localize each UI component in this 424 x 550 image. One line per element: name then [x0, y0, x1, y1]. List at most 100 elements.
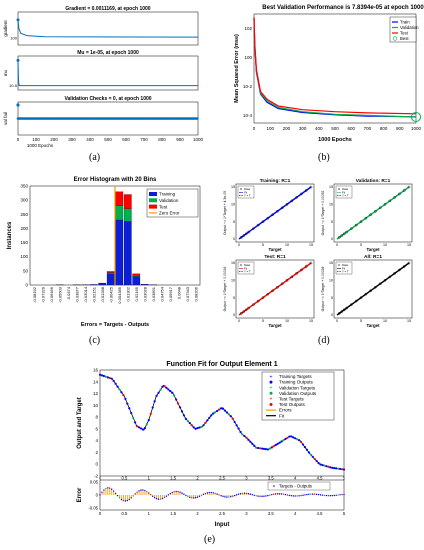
- subplot-ylabel: Output ~= 1*Target + 0.00052: [321, 191, 325, 236]
- error-point: [228, 496, 230, 498]
- y-tick-label: 250: [20, 212, 28, 217]
- legend-box: [335, 185, 353, 199]
- data-point: [139, 427, 143, 430]
- data-point: [192, 426, 195, 429]
- data-point: [241, 433, 244, 436]
- data-point: [122, 393, 125, 397]
- error-point: [177, 490, 179, 493]
- data-point: [364, 292, 368, 296]
- x-tick-label: 0: [253, 126, 256, 131]
- legend-box: [237, 261, 255, 275]
- data-point: [194, 427, 197, 430]
- data-point: [266, 292, 270, 296]
- error-point: [267, 494, 269, 497]
- training-state-chart: Gradient = 0.0011169, at epoch 1000 gradi…: [3, 6, 204, 148]
- data-point: [242, 234, 246, 237]
- legend-swatch: [338, 188, 340, 190]
- data-point: [276, 209, 279, 213]
- legend-swatch: [269, 403, 273, 406]
- subplot-ylabel: val fail: [3, 112, 8, 125]
- y-axis-label: Instances: [7, 221, 13, 249]
- data-point: [407, 185, 411, 189]
- y-tick-label: 10: [231, 203, 235, 207]
- data-point: [274, 443, 277, 447]
- error-point: [210, 491, 212, 494]
- x-tick-label: 1: [148, 511, 151, 516]
- histogram-bar: [106, 273, 115, 286]
- data-point: [176, 402, 180, 405]
- legend-swatch: [149, 198, 157, 203]
- subplot-xlabel: Target: [268, 247, 282, 252]
- error-point: [265, 495, 267, 497]
- histogram-bar: [115, 219, 124, 286]
- data-point: [286, 436, 289, 439]
- error-point: [112, 490, 115, 492]
- error-point: [191, 497, 193, 499]
- subplot-xlabel: Target: [268, 323, 282, 328]
- x-tick-label: 4: [294, 511, 297, 516]
- fit-line: [238, 262, 312, 316]
- error-point: [101, 491, 103, 494]
- data-point: [284, 437, 287, 441]
- error-point: [288, 494, 291, 497]
- error-point: [128, 498, 130, 501]
- data-point: [280, 440, 283, 443]
- error-point: [251, 493, 253, 496]
- histogram-bar: [115, 191, 124, 206]
- data-point: [159, 388, 162, 391]
- x-tick-label: 0: [238, 319, 240, 323]
- data-point: [167, 388, 170, 391]
- error-point: [107, 487, 109, 489]
- data-point: [285, 203, 289, 206]
- error-point: [157, 498, 160, 500]
- data-point: [299, 440, 303, 444]
- data-point: [161, 385, 164, 388]
- panel-a: Gradient = 0.0011169, at epoch 1000 gradi…: [0, 0, 205, 150]
- data-point: [182, 414, 186, 417]
- error-point: [259, 495, 261, 498]
- histogram-bar: [132, 276, 141, 286]
- error-point: [241, 492, 244, 495]
- error-point: [243, 492, 246, 494]
- y-tick-label: 15: [329, 185, 333, 189]
- data-point: [149, 412, 152, 415]
- data-point: [114, 382, 117, 385]
- data-point: [309, 261, 313, 265]
- legend-label: Training Outputs: [279, 380, 313, 385]
- error-point: [325, 494, 328, 497]
- error-y-tick-label: 0.05: [90, 480, 99, 485]
- y-tick-label: 0: [331, 237, 333, 241]
- panel-c: Error Histogram with 20 Bins Instances Err…: [0, 172, 205, 332]
- data-point: [242, 310, 246, 313]
- error-point: [153, 497, 156, 499]
- x-tick-label: 100: [266, 126, 274, 131]
- data-point: [311, 455, 314, 458]
- data-point: [266, 448, 269, 451]
- x-tick-label: 0.08206: [193, 286, 198, 301]
- caption-b: (b): [318, 152, 330, 163]
- error-point: [273, 493, 275, 495]
- y-tick-label: 0: [233, 237, 235, 241]
- error-point: [179, 491, 181, 493]
- data-point: [295, 272, 298, 275]
- caption-e: (e): [204, 534, 216, 545]
- x-tick-label: 2: [196, 511, 199, 516]
- data-point: [402, 265, 406, 268]
- subplot-title: Training: R=1: [260, 178, 291, 184]
- data-point: [276, 442, 279, 446]
- error-point: [284, 493, 287, 496]
- error-point: [146, 490, 148, 493]
- error-point: [300, 494, 302, 497]
- data-point: [116, 385, 119, 388]
- legend-label: Fit: [342, 266, 345, 270]
- y-tick-label: 6: [95, 426, 98, 431]
- legend-label: Training: [159, 192, 176, 197]
- histogram-bar: [89, 284, 98, 286]
- data-point: [247, 230, 250, 234]
- x-tick-label: 1.5: [170, 476, 176, 481]
- data-point: [359, 220, 363, 223]
- legend-label: Y = T: [244, 194, 251, 198]
- data-point: [345, 306, 348, 310]
- error-point: [216, 493, 218, 495]
- legend-label: Training Targets: [279, 374, 312, 379]
